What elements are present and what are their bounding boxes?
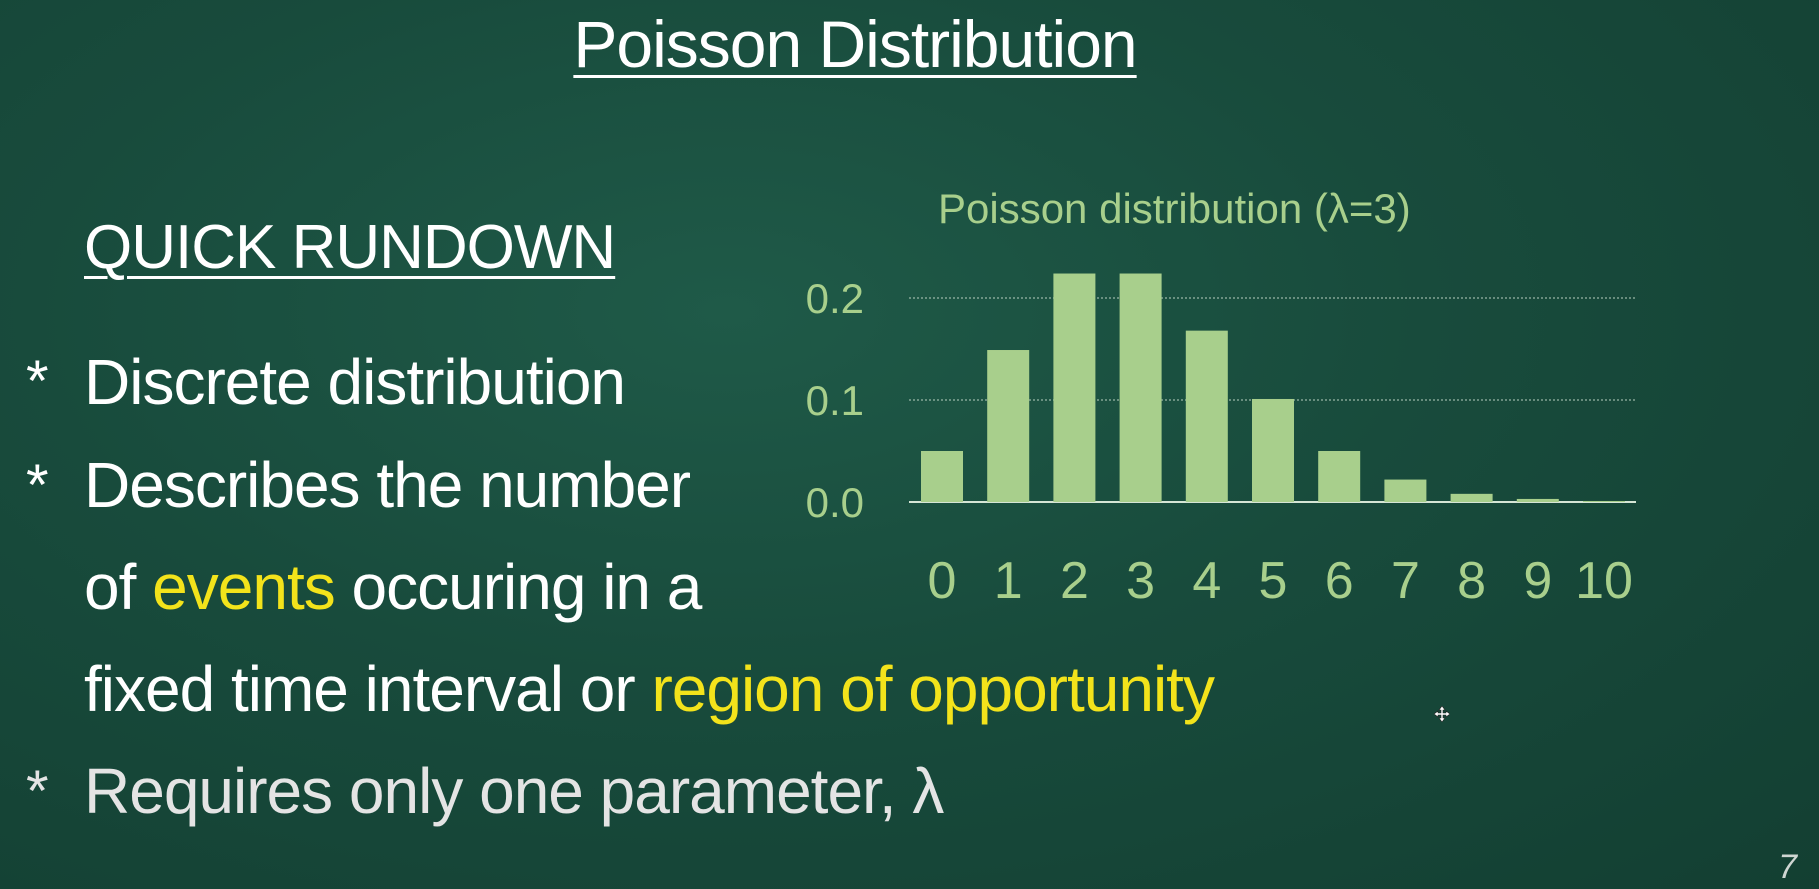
y-tick-label: 0.1 bbox=[806, 377, 864, 424]
y-tick-label: 0.0 bbox=[806, 479, 864, 526]
x-tick-label: 3 bbox=[1126, 552, 1155, 610]
bar-1 bbox=[987, 350, 1030, 502]
page-number: 7 bbox=[1778, 848, 1797, 886]
bar-4 bbox=[1185, 330, 1228, 502]
bar-5 bbox=[1252, 398, 1294, 502]
x-tick-label: 9 bbox=[1523, 552, 1552, 610]
x-tick-label: 1 bbox=[994, 552, 1023, 610]
y-tick-label: 0.2 bbox=[806, 275, 864, 322]
bar-7 bbox=[1384, 479, 1427, 502]
text-of: of bbox=[84, 551, 153, 623]
highlight-region: region of opportunity bbox=[651, 653, 1214, 725]
bar-10 bbox=[1583, 500, 1625, 502]
text-occuring: occuring in a bbox=[334, 551, 703, 623]
bullet-describes-line2: of events occuring in a bbox=[84, 550, 703, 624]
x-tick-label: 4 bbox=[1192, 552, 1221, 610]
x-tick-label: 2 bbox=[1060, 552, 1089, 610]
x-tick-label: 6 bbox=[1325, 552, 1354, 610]
bar-8 bbox=[1450, 493, 1493, 502]
move-cursor-icon bbox=[1434, 706, 1450, 722]
bar-3 bbox=[1119, 273, 1162, 502]
x-tick-label: 7 bbox=[1391, 552, 1420, 610]
bullet-describes-line3: fixed time interval or region of opportu… bbox=[84, 652, 1215, 726]
text-fixed-time: fixed time interval or bbox=[84, 653, 652, 725]
chart-bars bbox=[921, 273, 1625, 502]
bar-6 bbox=[1318, 451, 1361, 502]
bullet-marker: * bbox=[26, 349, 49, 414]
chart-y-ticks: 0.0 0.1 0.2 bbox=[806, 275, 864, 526]
x-tick-label: 8 bbox=[1457, 552, 1486, 610]
section-heading: QUICK RUNDOWN bbox=[84, 213, 616, 282]
bullet-marker: * bbox=[26, 453, 49, 518]
x-tick-label: 5 bbox=[1259, 552, 1288, 610]
bullet-describes-line1: Describes the number bbox=[84, 449, 691, 521]
x-tick-label: 10 bbox=[1575, 552, 1633, 610]
bullet-marker: * bbox=[26, 759, 49, 824]
highlight-events: events bbox=[152, 551, 336, 623]
bullet-parameter: Requires only one parameter, λ bbox=[84, 755, 944, 827]
bullet-discrete: Discrete distribution bbox=[84, 346, 626, 418]
slide-title: Poisson Distribution bbox=[573, 7, 1137, 81]
bar-9 bbox=[1516, 498, 1559, 502]
x-tick-label: 0 bbox=[928, 552, 957, 610]
bar-0 bbox=[921, 451, 963, 502]
chart-title: Poisson distribution (λ=3) bbox=[938, 185, 1411, 232]
chart-x-ticks: 0 1 2 3 4 5 6 7 8 9 10 bbox=[928, 552, 1633, 610]
bar-2 bbox=[1053, 273, 1096, 502]
